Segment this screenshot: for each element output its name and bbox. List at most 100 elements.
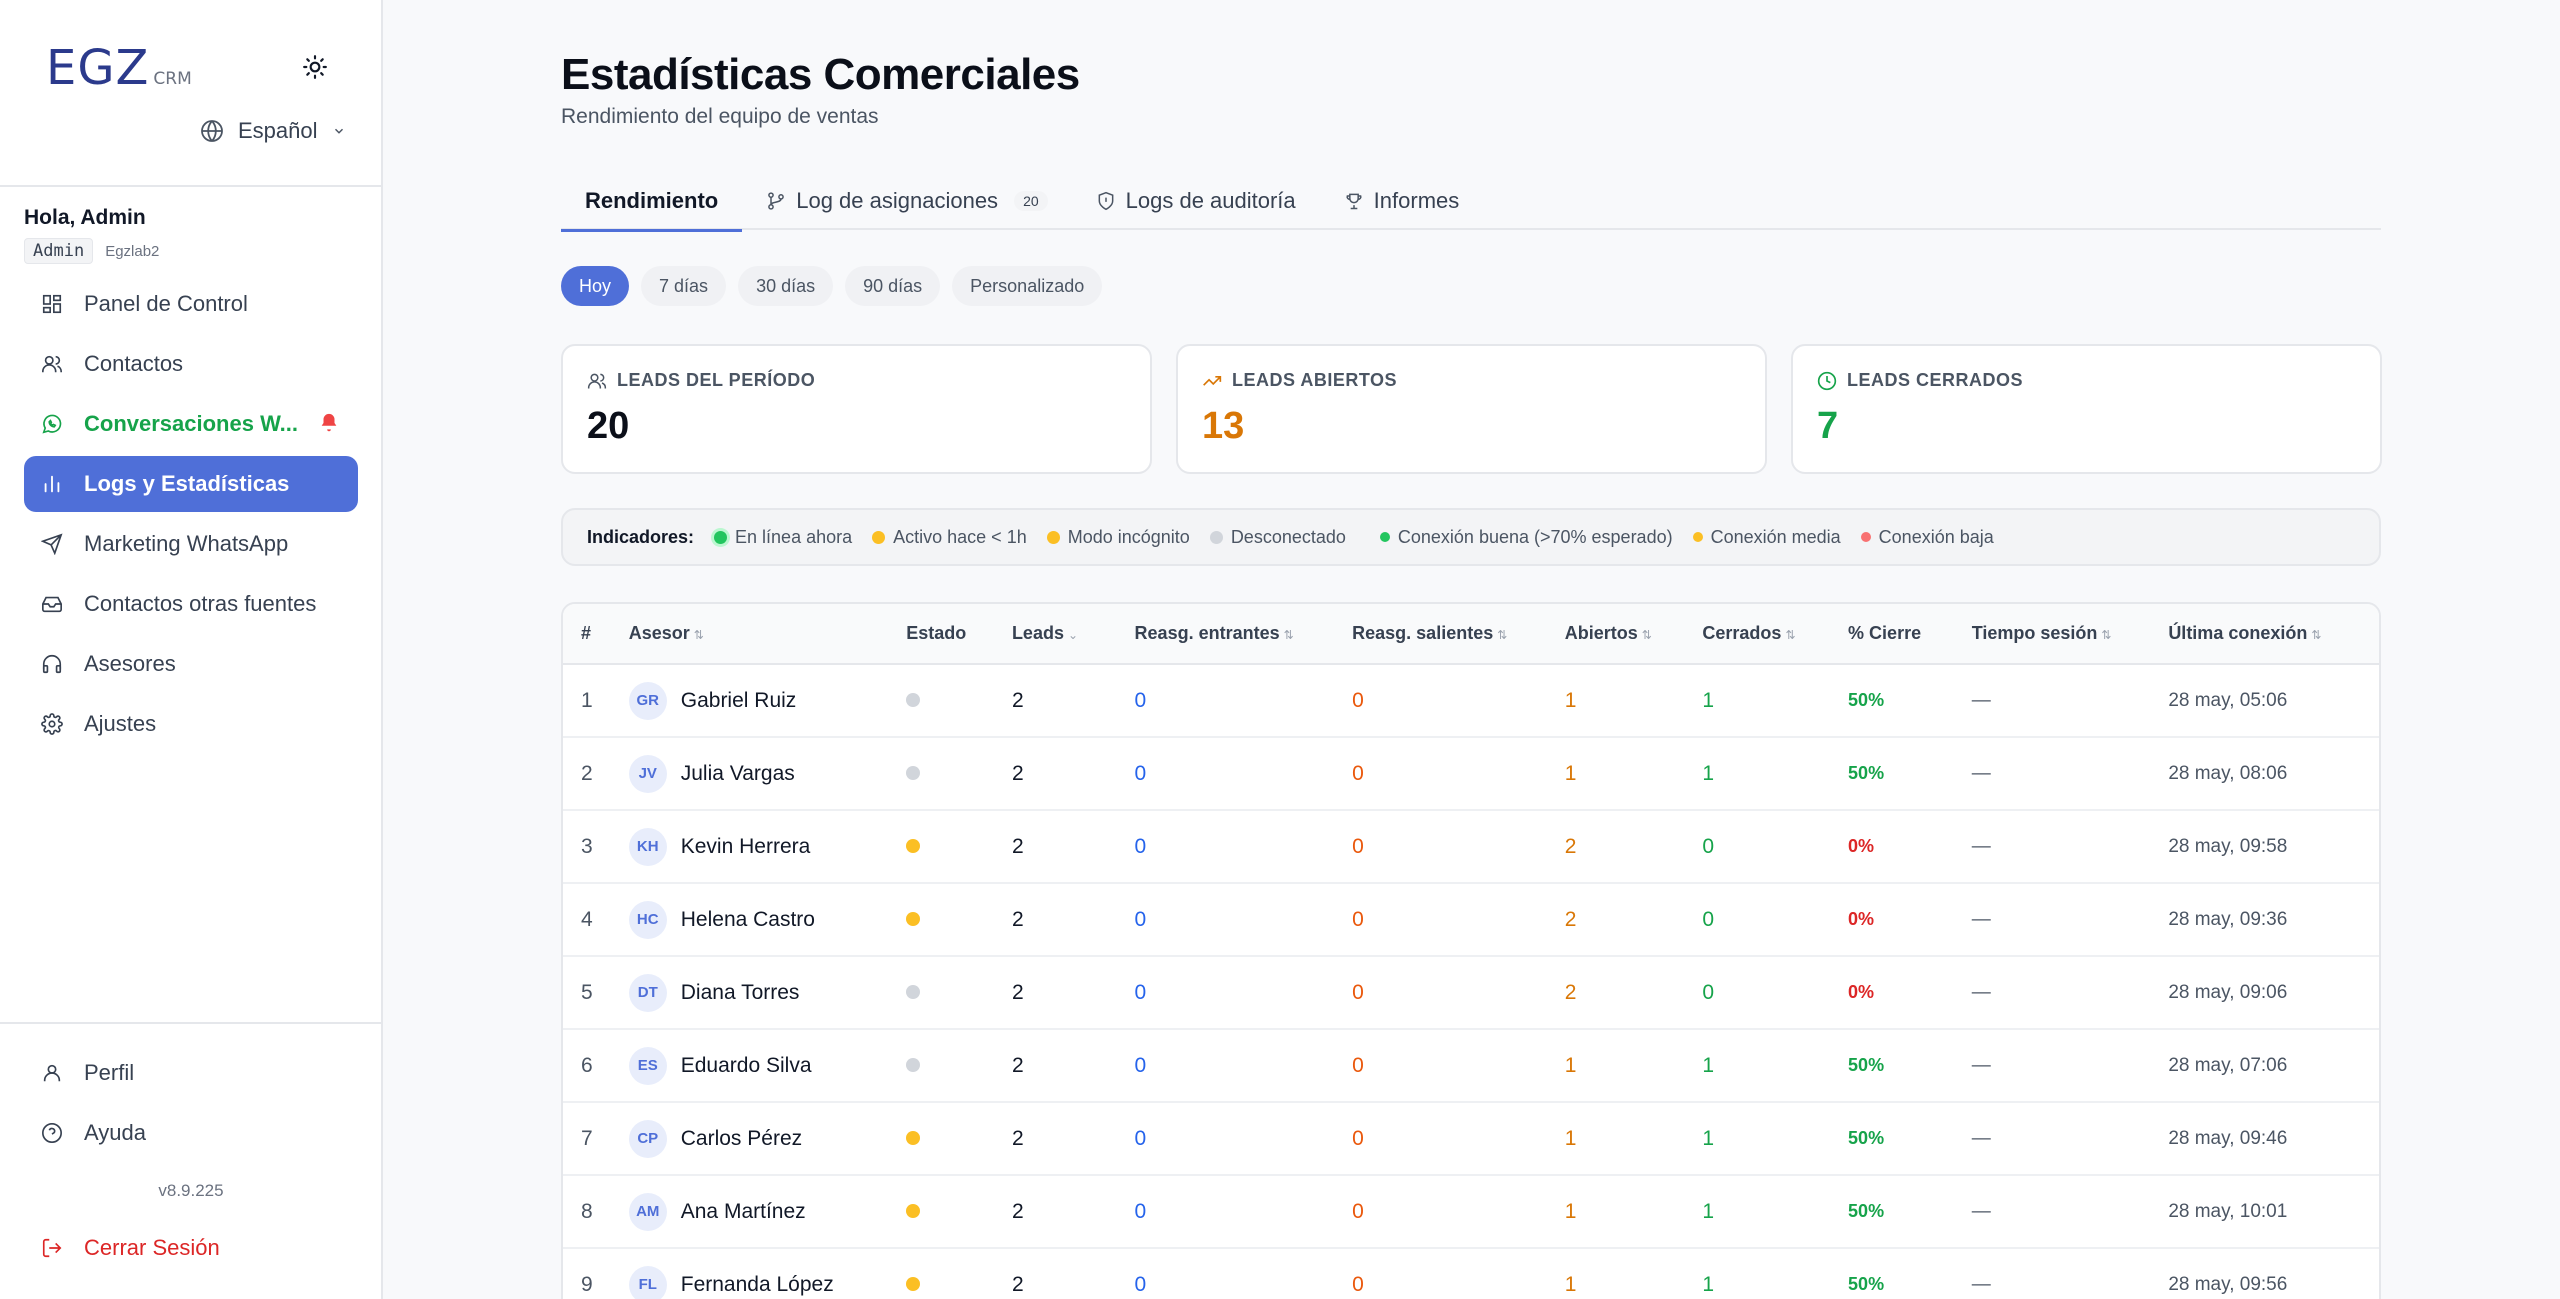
- column-label: Cerrados: [1702, 623, 1782, 643]
- row-number: 2: [563, 737, 629, 811]
- column-header-asesor[interactable]: Asesor ⇅: [628, 604, 907, 665]
- table-row[interactable]: 7 CP Carlos Pérez 2 0 0 1 1 50% —28 may, 09:46: [563, 1102, 2379, 1176]
- range-7-dias[interactable]: 7 días: [641, 266, 727, 306]
- range-30-dias[interactable]: 30 días: [738, 266, 834, 306]
- range-personalizado[interactable]: Personalizado: [952, 266, 1103, 306]
- tab-log-asignaciones[interactable]: Log de asignaciones 20: [742, 172, 1071, 230]
- sidebar-item-panel-de-control[interactable]: Panel de Control: [24, 276, 358, 332]
- asesor-cell: CP Carlos Pérez: [628, 1102, 907, 1176]
- sidebar-item-conversaciones[interactable]: Conversaciones W...: [24, 396, 358, 452]
- leads-cell: 2: [1011, 664, 1135, 738]
- tiempo-sesion-cell: —: [1971, 737, 2169, 811]
- kpi-label-row: LEADS ABIERTOS: [1202, 370, 1741, 391]
- user-role-row: Admin Egzlab2: [24, 238, 159, 264]
- asesor-cell: KH Kevin Herrera: [628, 810, 907, 884]
- avatar: FL: [628, 1265, 667, 1299]
- status-dot: [1379, 532, 1390, 542]
- status-dot: [906, 1276, 921, 1291]
- logo-main: EGZ: [46, 40, 150, 96]
- asesor-name: Diana Torres: [680, 980, 800, 1004]
- bell-icon[interactable]: [318, 412, 340, 440]
- tiempo-sesion-cell: —: [1971, 1102, 2169, 1176]
- asesor-cell: GR Gabriel Ruiz: [628, 664, 907, 738]
- sidebar-item-asesores[interactable]: Asesores: [24, 636, 358, 692]
- ultima-conexion-cell: 28 may, 09:58: [2168, 810, 2379, 884]
- logo-sub: CRM: [153, 69, 192, 89]
- table-row[interactable]: 3 KH Kevin Herrera 2 0 0 2 0 0% —28 may, 09:58: [563, 810, 2379, 884]
- table-header-row: # Asesor ⇅ Estado Leads ⌄ Reasg. entrantes…: [563, 604, 2379, 665]
- sidebar-item-ajustes[interactable]: Ajustes: [24, 696, 358, 752]
- asesor-cell: DT Diana Torres: [628, 956, 907, 1030]
- asesor[interactable]: FL Fernanda López: [628, 1265, 907, 1299]
- asesor[interactable]: GR Gabriel Ruiz: [628, 681, 907, 720]
- sidebar-item-label: Perfil: [84, 1060, 135, 1085]
- sidebar-item-perfil[interactable]: Perfil: [24, 1045, 358, 1101]
- users-icon: [587, 373, 607, 388]
- theme-toggle-button[interactable]: [298, 50, 332, 84]
- status-dot: [1209, 530, 1223, 544]
- sidebar-item-label: Logs y Estadísticas: [84, 471, 290, 496]
- column-header-cerrados[interactable]: Cerrados ⇅: [1702, 604, 1849, 665]
- logout-button[interactable]: Cerrar Sesión: [24, 1220, 358, 1276]
- table-row[interactable]: 1 GR Gabriel Ruiz 2 0 0 1 1 50% —28 may, 05:06: [563, 664, 2379, 738]
- sidebar-item-marketing-whatsapp[interactable]: Marketing WhatsApp: [24, 516, 358, 572]
- asesor[interactable]: CP Carlos Pérez: [628, 1119, 907, 1158]
- legend-label: Conexión buena (>70% esperado): [1397, 526, 1673, 547]
- legend-label: Desconectado: [1230, 526, 1346, 547]
- column-header-ultima-conexion[interactable]: Última conexión ⇅: [2168, 604, 2379, 665]
- sidebar-item-label: Ayuda: [84, 1120, 146, 1145]
- table-row[interactable]: 4 HC Helena Castro 2 0 0 2 0 0% —28 may, 09:36: [563, 883, 2379, 957]
- kpi-label-row: LEADS CERRADOS: [1817, 370, 2356, 391]
- asesor[interactable]: DT Diana Torres: [628, 973, 907, 1012]
- status-dot: [906, 765, 921, 780]
- sort-icon: ⇅: [1785, 628, 1796, 642]
- sidebar-item-contactos-otras-fuentes[interactable]: Contactos otras fuentes: [24, 576, 358, 632]
- asesor[interactable]: JV Julia Vargas: [628, 754, 907, 793]
- page-subtitle: Rendimiento del equipo de ventas: [561, 105, 879, 128]
- trophy-icon: [1346, 193, 1362, 210]
- asesor[interactable]: HC Helena Castro: [628, 900, 907, 939]
- legend-item-connection-good: Conexión buena (>70% esperado): [1379, 526, 1673, 548]
- user-greeting: Hola, Admin: [24, 206, 146, 229]
- table-row[interactable]: 9 FL Fernanda López 2 0 0 1 1 50% —28 may, 09:56: [563, 1248, 2379, 1299]
- range-90-dias[interactable]: 90 días: [845, 266, 941, 306]
- sidebar-item-ayuda[interactable]: Ayuda: [24, 1105, 358, 1161]
- asesor[interactable]: ES Eduardo Silva: [628, 1046, 907, 1085]
- leads-cell: 2: [1011, 1102, 1135, 1176]
- sidebar-divider: [0, 1022, 382, 1024]
- leads-cell: 2: [1011, 1029, 1135, 1103]
- abiertos-cell: 1: [1564, 1102, 1703, 1176]
- language-selector[interactable]: Español: [200, 118, 346, 144]
- table-row[interactable]: 8 AM Ana Martínez 2 0 0 1 1 50% —28 may, 10:01: [563, 1175, 2379, 1249]
- column-label: Asesor: [628, 623, 690, 643]
- asesor[interactable]: AM Ana Martínez: [628, 1192, 907, 1231]
- sidebar-item-contactos[interactable]: Contactos: [24, 336, 358, 392]
- tab-logs-auditoria[interactable]: Logs de auditoría: [1072, 172, 1320, 230]
- range-hoy[interactable]: Hoy: [561, 266, 630, 306]
- column-header-leads[interactable]: Leads ⌄: [1011, 604, 1135, 665]
- asesor-cell: HC Helena Castro: [628, 883, 907, 957]
- tiempo-sesion-cell: —: [1971, 1175, 2169, 1249]
- asesor-name: Ana Martínez: [680, 1199, 806, 1223]
- status-dot: [906, 1130, 921, 1145]
- tab-rendimiento[interactable]: Rendimiento: [561, 172, 743, 232]
- column-header-reasg-salientes[interactable]: Reasg. salientes ⇅: [1352, 604, 1565, 665]
- legend-item-online: En línea ahora: [714, 527, 852, 548]
- leads-cell: 2: [1011, 956, 1135, 1030]
- asesor[interactable]: KH Kevin Herrera: [628, 827, 907, 866]
- logo[interactable]: EGZ CRM: [46, 40, 192, 96]
- column-header-abiertos[interactable]: Abiertos ⇅: [1564, 604, 1703, 665]
- tab-informes[interactable]: Informes: [1320, 172, 1484, 230]
- sidebar-item-logs-estadisticas[interactable]: Logs y Estadísticas: [24, 456, 358, 512]
- column-header: Estado: [906, 604, 1012, 665]
- language-label: Español: [238, 118, 318, 143]
- asesor-name: Carlos Pérez: [680, 1126, 803, 1150]
- column-header-reasg-entrantes[interactable]: Reasg. entrantes ⇅: [1134, 604, 1353, 665]
- table-row[interactable]: 2 JV Julia Vargas 2 0 0 1 1 50% —28 may, 08:06: [563, 737, 2379, 811]
- sort-icon: ⇅: [1283, 628, 1294, 642]
- table-row[interactable]: 6 ES Eduardo Silva 2 0 0 1 1 50% —28 may, 07:06: [563, 1029, 2379, 1103]
- table-row[interactable]: 5 DT Diana Torres 2 0 0 2 0 0% —28 may, 09:06: [563, 956, 2379, 1030]
- cierre-cell: 50%: [1848, 1248, 1972, 1299]
- column-header-tiempo-sesion[interactable]: Tiempo sesión ⇅: [1971, 604, 2169, 665]
- chevron-down-icon: ⌄: [1067, 628, 1079, 642]
